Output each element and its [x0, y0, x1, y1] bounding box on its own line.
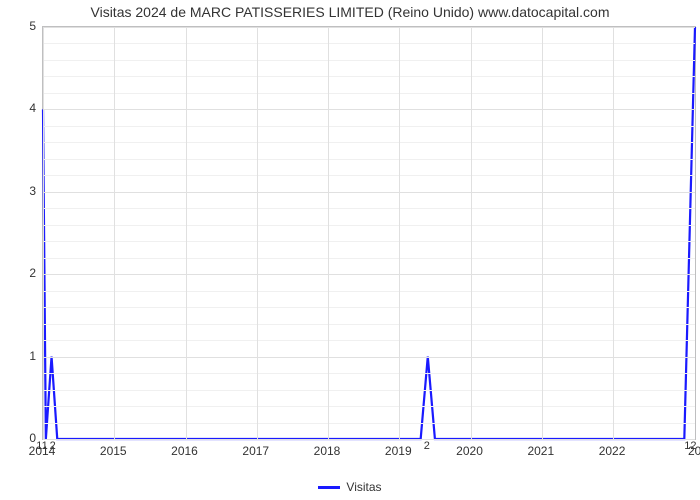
y-gridline-minor — [43, 241, 695, 242]
chart-title: Visitas 2024 de MARC PATISSERIES LIMITED… — [0, 4, 700, 20]
y-tick-label: 5 — [0, 19, 36, 33]
y-gridline-minor — [43, 126, 695, 127]
x-gridline — [186, 27, 187, 439]
y-gridline-minor — [43, 159, 695, 160]
data-point-label: 12 — [684, 440, 696, 452]
data-point-label: 11 — [36, 440, 47, 452]
x-tick-label: 2015 — [100, 444, 127, 458]
x-gridline — [328, 27, 329, 439]
line-plot-svg — [43, 27, 695, 439]
legend: Visitas — [0, 480, 700, 494]
y-gridline-minor — [43, 60, 695, 61]
x-gridline — [399, 27, 400, 439]
y-gridline-minor — [43, 225, 695, 226]
y-gridline-minor — [43, 175, 695, 176]
y-gridline — [43, 109, 695, 110]
y-gridline-minor — [43, 208, 695, 209]
y-gridline — [43, 439, 695, 440]
y-gridline-minor — [43, 76, 695, 77]
plot-area — [42, 26, 696, 440]
x-tick-label: 2017 — [242, 444, 269, 458]
y-gridline-minor — [43, 291, 695, 292]
y-gridline-minor — [43, 307, 695, 308]
y-gridline-minor — [43, 43, 695, 44]
y-gridline — [43, 274, 695, 275]
y-tick-label: 0 — [0, 431, 36, 445]
data-point-label: 2 — [50, 440, 56, 452]
y-gridline-minor — [43, 373, 695, 374]
y-gridline-minor — [43, 142, 695, 143]
y-gridline-minor — [43, 340, 695, 341]
y-gridline-minor — [43, 390, 695, 391]
y-tick-label: 3 — [0, 184, 36, 198]
x-tick-label: 2019 — [385, 444, 412, 458]
legend-label: Visitas — [346, 480, 381, 494]
y-tick-label: 4 — [0, 101, 36, 115]
series-line — [43, 27, 695, 439]
x-tick-label: 2016 — [171, 444, 198, 458]
y-tick-label: 2 — [0, 266, 36, 280]
x-gridline — [542, 27, 543, 439]
y-gridline — [43, 27, 695, 28]
x-tick-label: 2018 — [314, 444, 341, 458]
data-point-label: 2 — [424, 440, 430, 452]
y-gridline-minor — [43, 423, 695, 424]
y-gridline-minor — [43, 406, 695, 407]
legend-swatch — [318, 486, 340, 489]
y-gridline-minor — [43, 258, 695, 259]
y-tick-label: 1 — [0, 349, 36, 363]
x-gridline — [471, 27, 472, 439]
x-gridline — [114, 27, 115, 439]
x-tick-label: 2022 — [599, 444, 626, 458]
x-gridline — [613, 27, 614, 439]
x-tick-label: 2021 — [527, 444, 554, 458]
x-tick-label: 2020 — [456, 444, 483, 458]
y-gridline — [43, 357, 695, 358]
y-gridline-minor — [43, 324, 695, 325]
x-gridline — [257, 27, 258, 439]
x-gridline — [43, 27, 44, 439]
y-gridline — [43, 192, 695, 193]
y-gridline-minor — [43, 93, 695, 94]
